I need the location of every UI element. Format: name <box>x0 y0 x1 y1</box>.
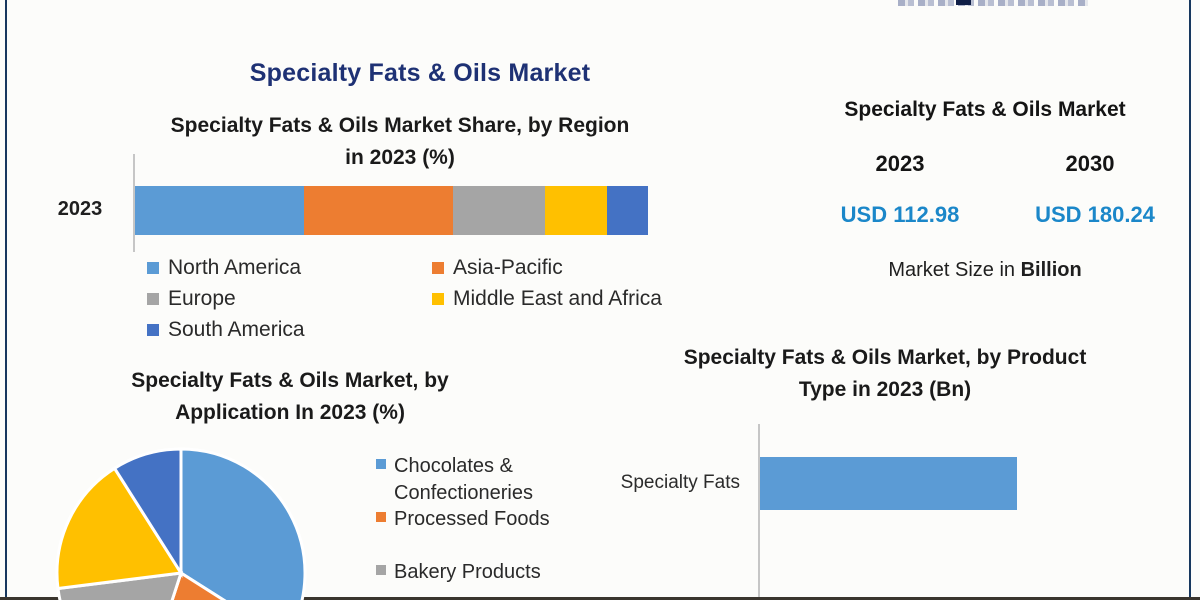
region-y-axis-line <box>133 154 135 252</box>
product-category-label: Specialty Fats <box>620 472 740 493</box>
pie-chart-title-line1: Specialty Fats & Oils Market, by <box>131 369 449 392</box>
pie-slice <box>170 570 227 600</box>
cropped-text-fragment <box>898 0 1088 6</box>
pie-legend-label-bakery-products: Bakery Products <box>394 561 541 583</box>
product-chart-title-line2: Type in 2023 (Bn) <box>798 378 972 401</box>
legend-swatch-north-america <box>147 262 159 274</box>
legend-item-asia-pacific: Asia-Pacific <box>432 256 563 280</box>
region-category-label: 2023 <box>57 198 103 220</box>
product-chart-title-line1: Specialty Fats & Oils Market, by Product <box>683 346 1087 369</box>
region-bar-segment <box>304 186 454 235</box>
pie-legend-swatch-bakery-products <box>376 565 386 575</box>
legend-item-north-america: North America <box>147 256 301 280</box>
product-bar <box>760 457 1017 510</box>
bottom-edge-strip <box>0 597 1200 600</box>
forecast-year-end: 2030 <box>1065 151 1115 176</box>
legend-label-asia-pacific: Asia-Pacific <box>453 256 563 279</box>
region-chart-title-line1: Specialty Fats & Oils Market Share, by R… <box>170 114 630 137</box>
legend-label-south-america: South America <box>168 318 305 341</box>
right-border <box>1189 0 1191 600</box>
pie-slice <box>112 447 183 579</box>
pie-chart-title: Specialty Fats & Oils Market, by Applica… <box>85 365 495 429</box>
legend-label-middle-east-africa: Middle East and Africa <box>453 287 662 310</box>
region-chart-title: Specialty Fats & Oils Market Share, by R… <box>110 110 690 174</box>
region-bar-segment <box>606 186 648 235</box>
legend-item-europe: Europe <box>147 287 236 311</box>
forecast-value-end: USD 180.24 <box>1035 202 1155 227</box>
legend-swatch-europe <box>147 293 159 305</box>
forecast-title: Specialty Fats & Oils Market <box>844 98 1126 121</box>
forecast-value-start: USD 112.98 <box>840 202 960 227</box>
page-title: Specialty Fats & Oils Market <box>249 58 591 87</box>
legend-swatch-middle-east-africa <box>432 293 444 305</box>
pie-legend-item-bakery-products: Bakery Products <box>376 559 541 586</box>
left-border <box>5 0 7 600</box>
legend-item-middle-east-africa: Middle East and Africa <box>432 287 662 311</box>
legend-swatch-asia-pacific <box>432 262 444 274</box>
forecast-caption-prefix: Market Size in <box>888 259 1021 281</box>
legend-label-north-america: North America <box>168 256 302 279</box>
forecast-caption: Market Size in Billion <box>780 259 1190 282</box>
forecast-year-start: 2023 <box>875 151 925 176</box>
pie-slice <box>56 571 184 600</box>
pie-legend-item-processed-foods: Processed Foods <box>376 506 550 533</box>
region-chart-title-line2: in 2023 (%) <box>345 146 455 169</box>
legend-item-south-america: South America <box>147 318 305 342</box>
pie-slice <box>55 466 184 591</box>
region-bar-segment <box>453 186 546 235</box>
forecast-caption-unit: Billion <box>1020 259 1082 281</box>
legend-swatch-south-america <box>147 324 159 336</box>
region-bar-segment <box>545 186 607 235</box>
pie-legend-label-chocolates: Chocolates & Confectioneries <box>394 455 533 504</box>
pie-legend-label-processed-foods: Processed Foods <box>394 508 550 530</box>
product-y-axis-line <box>758 424 760 597</box>
legend-label-europe: Europe <box>168 287 236 310</box>
pie-legend-item-chocolates: Chocolates & Confectioneries <box>376 453 533 507</box>
pie-chart-title-line2: Application In 2023 (%) <box>175 401 405 424</box>
cropped-text-dash <box>956 0 971 5</box>
pie-legend-swatch-processed-foods <box>376 512 386 522</box>
application-pie <box>55 447 307 600</box>
product-chart-title: Specialty Fats & Oils Market, by Product… <box>645 342 1125 406</box>
pie-slice <box>179 447 307 600</box>
region-stacked-bar <box>135 186 648 235</box>
region-bar-segment <box>135 186 305 235</box>
pie-legend-swatch-chocolates <box>376 459 386 469</box>
